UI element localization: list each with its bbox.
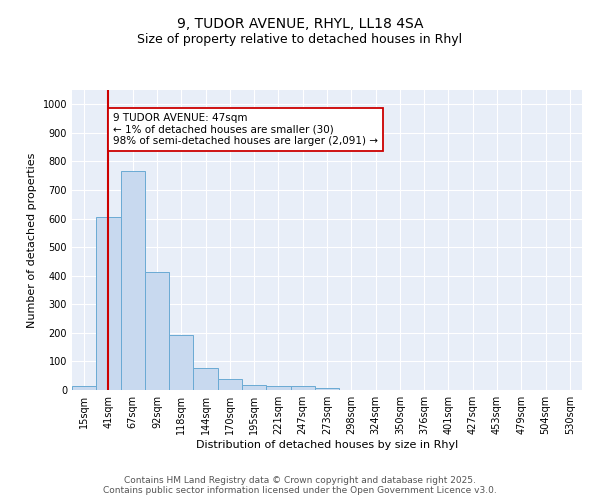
Bar	[290, 386, 315, 390]
X-axis label: Distribution of detached houses by size in Rhyl: Distribution of detached houses by size …	[196, 440, 458, 450]
Bar	[218, 380, 242, 390]
Text: 9 TUDOR AVENUE: 47sqm
← 1% of detached houses are smaller (30)
98% of semi-detac: 9 TUDOR AVENUE: 47sqm ← 1% of detached h…	[113, 113, 378, 146]
Bar	[145, 272, 169, 390]
Y-axis label: Number of detached properties: Number of detached properties	[27, 152, 37, 328]
Bar	[315, 388, 339, 390]
Bar	[96, 216, 121, 390]
Bar	[169, 335, 193, 390]
Bar	[121, 170, 145, 390]
Text: Size of property relative to detached houses in Rhyl: Size of property relative to detached ho…	[137, 32, 463, 46]
Bar	[193, 368, 218, 390]
Bar	[72, 386, 96, 390]
Bar	[242, 385, 266, 390]
Text: 9, TUDOR AVENUE, RHYL, LL18 4SA: 9, TUDOR AVENUE, RHYL, LL18 4SA	[177, 18, 423, 32]
Bar	[266, 386, 290, 390]
Text: Contains HM Land Registry data © Crown copyright and database right 2025.
Contai: Contains HM Land Registry data © Crown c…	[103, 476, 497, 495]
